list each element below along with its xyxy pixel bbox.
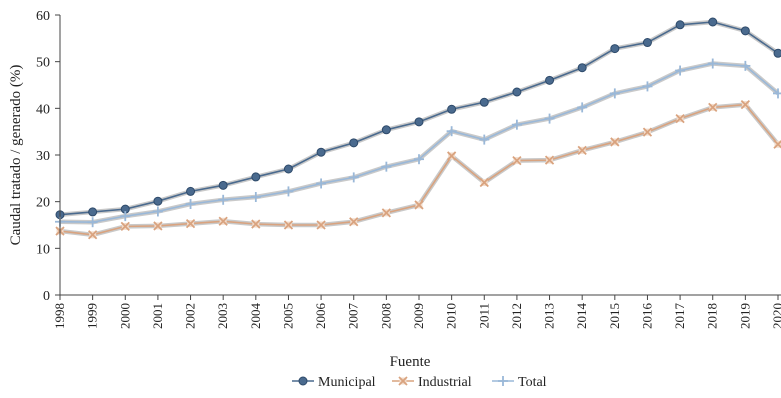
industrial-point xyxy=(219,217,227,225)
municipal-point xyxy=(578,64,586,72)
industrial-point xyxy=(546,156,554,164)
legend-item-municipal: Municipal xyxy=(292,375,376,390)
legend-label-industrial: Industrial xyxy=(418,375,472,390)
x-tick-label: 2004 xyxy=(248,303,263,330)
industrial-point xyxy=(284,221,292,229)
legend: Municipal Industrial Total xyxy=(292,375,547,390)
municipal-point xyxy=(382,126,390,134)
legend-label-municipal: Municipal xyxy=(318,375,376,390)
x-tick-label: 2008 xyxy=(378,303,393,329)
total-point xyxy=(283,186,293,196)
x-tick-label: 2018 xyxy=(705,303,720,329)
municipal-point xyxy=(415,118,423,126)
industrial-point xyxy=(252,220,260,228)
industrial-point xyxy=(513,157,521,165)
industrial-point xyxy=(121,222,129,230)
legend-marker-municipal xyxy=(299,377,307,385)
x-tick-label: 2003 xyxy=(215,303,230,329)
industrial-point xyxy=(480,179,488,187)
municipal-point xyxy=(513,88,521,96)
y-axis-title: Caudal tratado / generado (%) xyxy=(8,65,24,246)
municipal-point xyxy=(741,27,749,35)
series-markers xyxy=(55,18,781,239)
y-ticks: 0 10 20 30 40 50 60 xyxy=(36,9,60,304)
x-tick-label: 2011 xyxy=(476,303,491,329)
municipal-point xyxy=(448,105,456,113)
x-tick-label: 2020 xyxy=(770,303,781,329)
industrial-point xyxy=(317,221,325,229)
total-point xyxy=(186,199,196,209)
industrial-point xyxy=(154,222,162,230)
legend-item-industrial: Industrial xyxy=(392,375,472,390)
municipal-point xyxy=(187,187,195,195)
municipal-point xyxy=(709,18,717,26)
municipal-point xyxy=(219,181,227,189)
x-tick-label: 2019 xyxy=(737,303,752,329)
y-tick-label: 20 xyxy=(36,196,50,211)
x-tick-label: 2009 xyxy=(411,303,426,329)
y-tick-label: 10 xyxy=(36,242,50,257)
x-tick-label: 2002 xyxy=(183,303,198,329)
municipal-point xyxy=(676,21,684,29)
industrial-point xyxy=(187,220,195,228)
x-tick-label: 2013 xyxy=(542,303,557,329)
y-tick-label: 0 xyxy=(43,289,50,304)
x-axis-title: Fuente xyxy=(390,354,431,370)
x-tick-label: 2000 xyxy=(117,303,132,329)
industrial-point xyxy=(89,231,97,239)
x-tick-label: 2010 xyxy=(444,303,459,329)
x-tick-label: 1999 xyxy=(85,303,100,329)
legend-item-total: Total xyxy=(492,375,547,390)
total-point xyxy=(88,217,98,227)
industrial-point xyxy=(448,152,456,160)
industrial-point xyxy=(578,146,586,154)
y-tick-label: 40 xyxy=(36,102,50,117)
industrial-point xyxy=(774,140,781,148)
industrial-point xyxy=(709,103,717,111)
total-point xyxy=(251,192,261,202)
municipal-point xyxy=(643,39,651,47)
x-tick-label: 2006 xyxy=(313,303,328,330)
total-point xyxy=(218,195,228,205)
municipal-point xyxy=(350,139,358,147)
industrial-point xyxy=(676,115,684,123)
municipal-point xyxy=(89,208,97,216)
industrial-point xyxy=(611,138,619,146)
industrial-point xyxy=(350,218,358,226)
x-tick-label: 2007 xyxy=(346,303,361,330)
y-tick-label: 30 xyxy=(36,149,50,164)
municipal-point xyxy=(480,98,488,106)
x-tick-label: 2016 xyxy=(639,303,654,330)
industrial-point xyxy=(382,209,390,217)
municipal-point xyxy=(774,49,781,57)
total-point xyxy=(120,211,130,221)
y-tick-label: 50 xyxy=(36,56,50,71)
x-tick-label: 1998 xyxy=(52,303,67,329)
x-tick-label: 2001 xyxy=(150,303,165,329)
industrial-point xyxy=(741,101,749,109)
x-tick-label: 2005 xyxy=(280,303,295,329)
municipal-point xyxy=(611,45,619,53)
municipal-point xyxy=(154,197,162,205)
y-tick-label: 60 xyxy=(36,9,50,24)
x-ticks: 1998 1999 2000 2001 2002 2003 2004 2005 2006 2007… xyxy=(52,295,781,329)
total-point xyxy=(708,59,718,69)
x-tick-label: 2012 xyxy=(509,303,524,329)
total-point xyxy=(153,206,163,216)
x-tick-label: 2015 xyxy=(607,303,622,329)
legend-marker-total xyxy=(498,376,508,386)
x-tick-label: 2014 xyxy=(574,303,589,330)
municipal-point xyxy=(317,148,325,156)
total-point xyxy=(316,178,326,188)
x-tick-label: 2017 xyxy=(672,303,687,330)
municipal-point xyxy=(284,165,292,173)
industrial-point xyxy=(643,128,651,136)
municipal-point xyxy=(252,173,260,181)
legend-marker-industrial xyxy=(399,377,407,385)
legend-label-total: Total xyxy=(518,375,547,390)
industrial-point xyxy=(415,201,423,209)
municipal-point xyxy=(546,76,554,84)
